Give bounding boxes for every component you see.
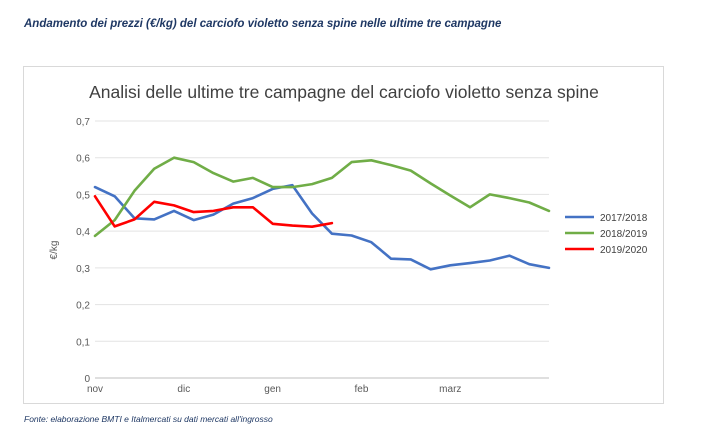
x-tick-label: gen [264,384,281,395]
series-line [93,156,551,238]
y-tick-label: 0,4 [76,227,90,238]
series-lines [93,156,551,271]
y-tick-label: 0,6 [76,154,90,165]
legend: 2017/2018 2018/2019 2019/2020 [565,213,648,256]
chart-title: Analisi delle ultime tre campagne del ca… [89,82,599,102]
x-tick-label: dic [177,384,190,395]
series-line [93,195,334,228]
y-tick-label: 0 [84,374,90,385]
y-tick-label: 0,5 [76,190,90,201]
legend-entry: 2017/2018 [600,213,648,224]
page-heading: Andamento dei prezzi (€/kg) del carciofo… [24,18,502,30]
y-tick-label: 0,7 [76,117,90,128]
x-tick-label: feb [355,384,369,395]
y-axis-label: €/kg [49,241,60,260]
legend-entry: 2018/2019 [600,229,648,240]
series-line [93,183,551,271]
x-tick-label: marz [439,384,461,395]
x-tick-label: nov [87,384,103,395]
y-tick-label: 0,2 [76,301,90,312]
y-tick-labels: 0 0,1 0,2 0,3 0,4 0,5 0,6 0,7 [76,117,90,385]
grid [95,120,549,379]
source-note: Fonte: elaborazione BMTI e Italmercati s… [24,414,273,424]
legend-entry: 2019/2020 [600,245,648,256]
x-tick-labels: nov dic gen feb marz [87,384,461,395]
y-tick-label: 0,3 [76,264,90,275]
y-tick-label: 0,1 [76,337,90,348]
